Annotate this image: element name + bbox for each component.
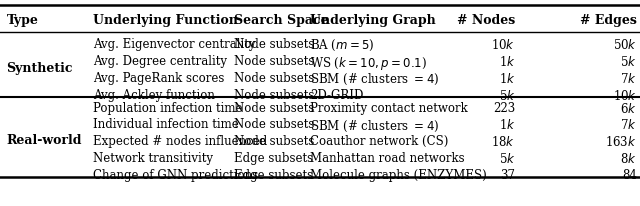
- Text: Node subsets: Node subsets: [234, 89, 314, 102]
- Text: Real-world: Real-world: [6, 134, 82, 147]
- Text: 163$k$: 163$k$: [605, 135, 637, 149]
- Text: SBM (# clusters $= 4$): SBM (# clusters $= 4$): [310, 118, 440, 133]
- Text: Node subsets: Node subsets: [234, 38, 314, 51]
- Text: Node subsets: Node subsets: [234, 55, 314, 68]
- Text: 223: 223: [493, 102, 515, 115]
- Text: 37: 37: [500, 169, 515, 182]
- Text: Avg. PageRank scores: Avg. PageRank scores: [93, 72, 224, 85]
- Text: Expected # nodes influenced: Expected # nodes influenced: [93, 135, 267, 148]
- Text: Edge subsets: Edge subsets: [234, 152, 313, 165]
- Text: Underlying Function: Underlying Function: [93, 14, 237, 27]
- Text: 5$k$: 5$k$: [620, 55, 637, 69]
- Text: 1$k$: 1$k$: [499, 72, 515, 86]
- Text: Search Space: Search Space: [234, 14, 328, 27]
- Text: Node subsets: Node subsets: [234, 72, 314, 85]
- Text: Molecule graphs (ENZYMES): Molecule graphs (ENZYMES): [310, 169, 487, 182]
- Text: Node subsets: Node subsets: [234, 102, 314, 115]
- Text: Type: Type: [6, 14, 38, 27]
- Text: SBM (# clusters $= 4$): SBM (# clusters $= 4$): [310, 72, 440, 87]
- Text: Individual infection time: Individual infection time: [93, 118, 239, 131]
- Text: Synthetic: Synthetic: [6, 62, 73, 75]
- Text: 8$k$: 8$k$: [620, 152, 637, 166]
- Text: Coauthor network (CS): Coauthor network (CS): [310, 135, 449, 148]
- Text: 1$k$: 1$k$: [499, 55, 515, 69]
- Text: Avg. Ackley function: Avg. Ackley function: [93, 89, 214, 102]
- Text: 10$k$: 10$k$: [491, 38, 515, 52]
- Text: 7$k$: 7$k$: [620, 118, 637, 132]
- Text: Proximity contact network: Proximity contact network: [310, 102, 468, 115]
- Text: 5$k$: 5$k$: [499, 152, 515, 166]
- Text: Underlying Graph: Underlying Graph: [310, 14, 436, 27]
- Text: Avg. Degree centrality: Avg. Degree centrality: [93, 55, 227, 68]
- Text: Change of GNN predictions: Change of GNN predictions: [93, 169, 258, 182]
- Text: 10$k$: 10$k$: [612, 89, 637, 103]
- Text: 5$k$: 5$k$: [499, 89, 515, 103]
- Text: BA ($m = 5$): BA ($m = 5$): [310, 38, 375, 53]
- Text: # Edges: # Edges: [580, 14, 637, 27]
- Text: Avg. Eigenvector centrality: Avg. Eigenvector centrality: [93, 38, 255, 51]
- Text: Edge subsets: Edge subsets: [234, 169, 313, 182]
- Text: 18$k$: 18$k$: [491, 135, 515, 149]
- Text: Network transitivity: Network transitivity: [93, 152, 212, 165]
- Text: Population infection time: Population infection time: [93, 102, 243, 115]
- Text: Node subsets: Node subsets: [234, 135, 314, 148]
- Text: # Nodes: # Nodes: [457, 14, 515, 27]
- Text: 84: 84: [622, 169, 637, 182]
- Text: Manhattan road networks: Manhattan road networks: [310, 152, 465, 165]
- Text: Node subsets: Node subsets: [234, 118, 314, 131]
- Text: 6$k$: 6$k$: [620, 102, 637, 116]
- Text: 50$k$: 50$k$: [612, 38, 637, 52]
- Text: 7$k$: 7$k$: [620, 72, 637, 86]
- Text: 2D-GRID: 2D-GRID: [310, 89, 364, 102]
- Text: 1$k$: 1$k$: [499, 118, 515, 132]
- Text: WS ($k = 10, p = 0.1$): WS ($k = 10, p = 0.1$): [310, 55, 428, 72]
